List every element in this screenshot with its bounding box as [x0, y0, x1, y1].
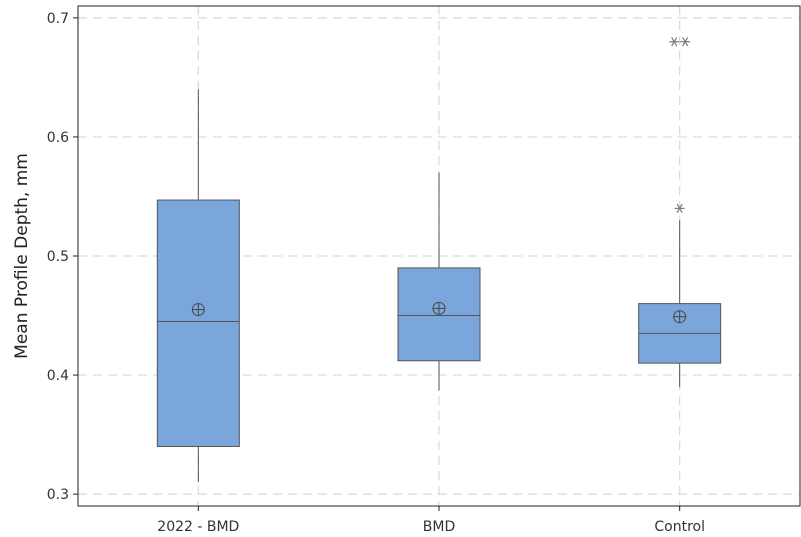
- outlier-stroke: [671, 37, 678, 47]
- outlier-point: [680, 37, 691, 47]
- box-group: [397, 172, 481, 391]
- y-tick-label: 0.3: [47, 487, 69, 503]
- y-axis: 0.3 0.4 0.5 0.6 0.7: [47, 11, 78, 503]
- y-tick-label: 0.5: [47, 249, 69, 265]
- y-axis-title: Mean Profile Depth, mm: [12, 153, 32, 359]
- box: [156, 199, 240, 447]
- outlier-stroke: [676, 203, 683, 214]
- box-group: [156, 89, 240, 483]
- outlier-stroke: [682, 37, 689, 47]
- y-tick-label: 0.4: [47, 368, 69, 384]
- x-axis: 2022 - BMD BMD Control: [157, 506, 705, 535]
- y-tick-label: 0.6: [47, 130, 69, 146]
- y-tick-label: 0.7: [47, 11, 69, 27]
- x-tick-label: BMD: [423, 519, 455, 535]
- x-tick-label: 2022 - BMD: [157, 519, 239, 535]
- box-group: [638, 37, 722, 387]
- x-tick-label: Control: [654, 519, 705, 535]
- outlier-point: [669, 37, 680, 47]
- plot-area: [156, 37, 722, 483]
- outlier-point: [674, 203, 685, 214]
